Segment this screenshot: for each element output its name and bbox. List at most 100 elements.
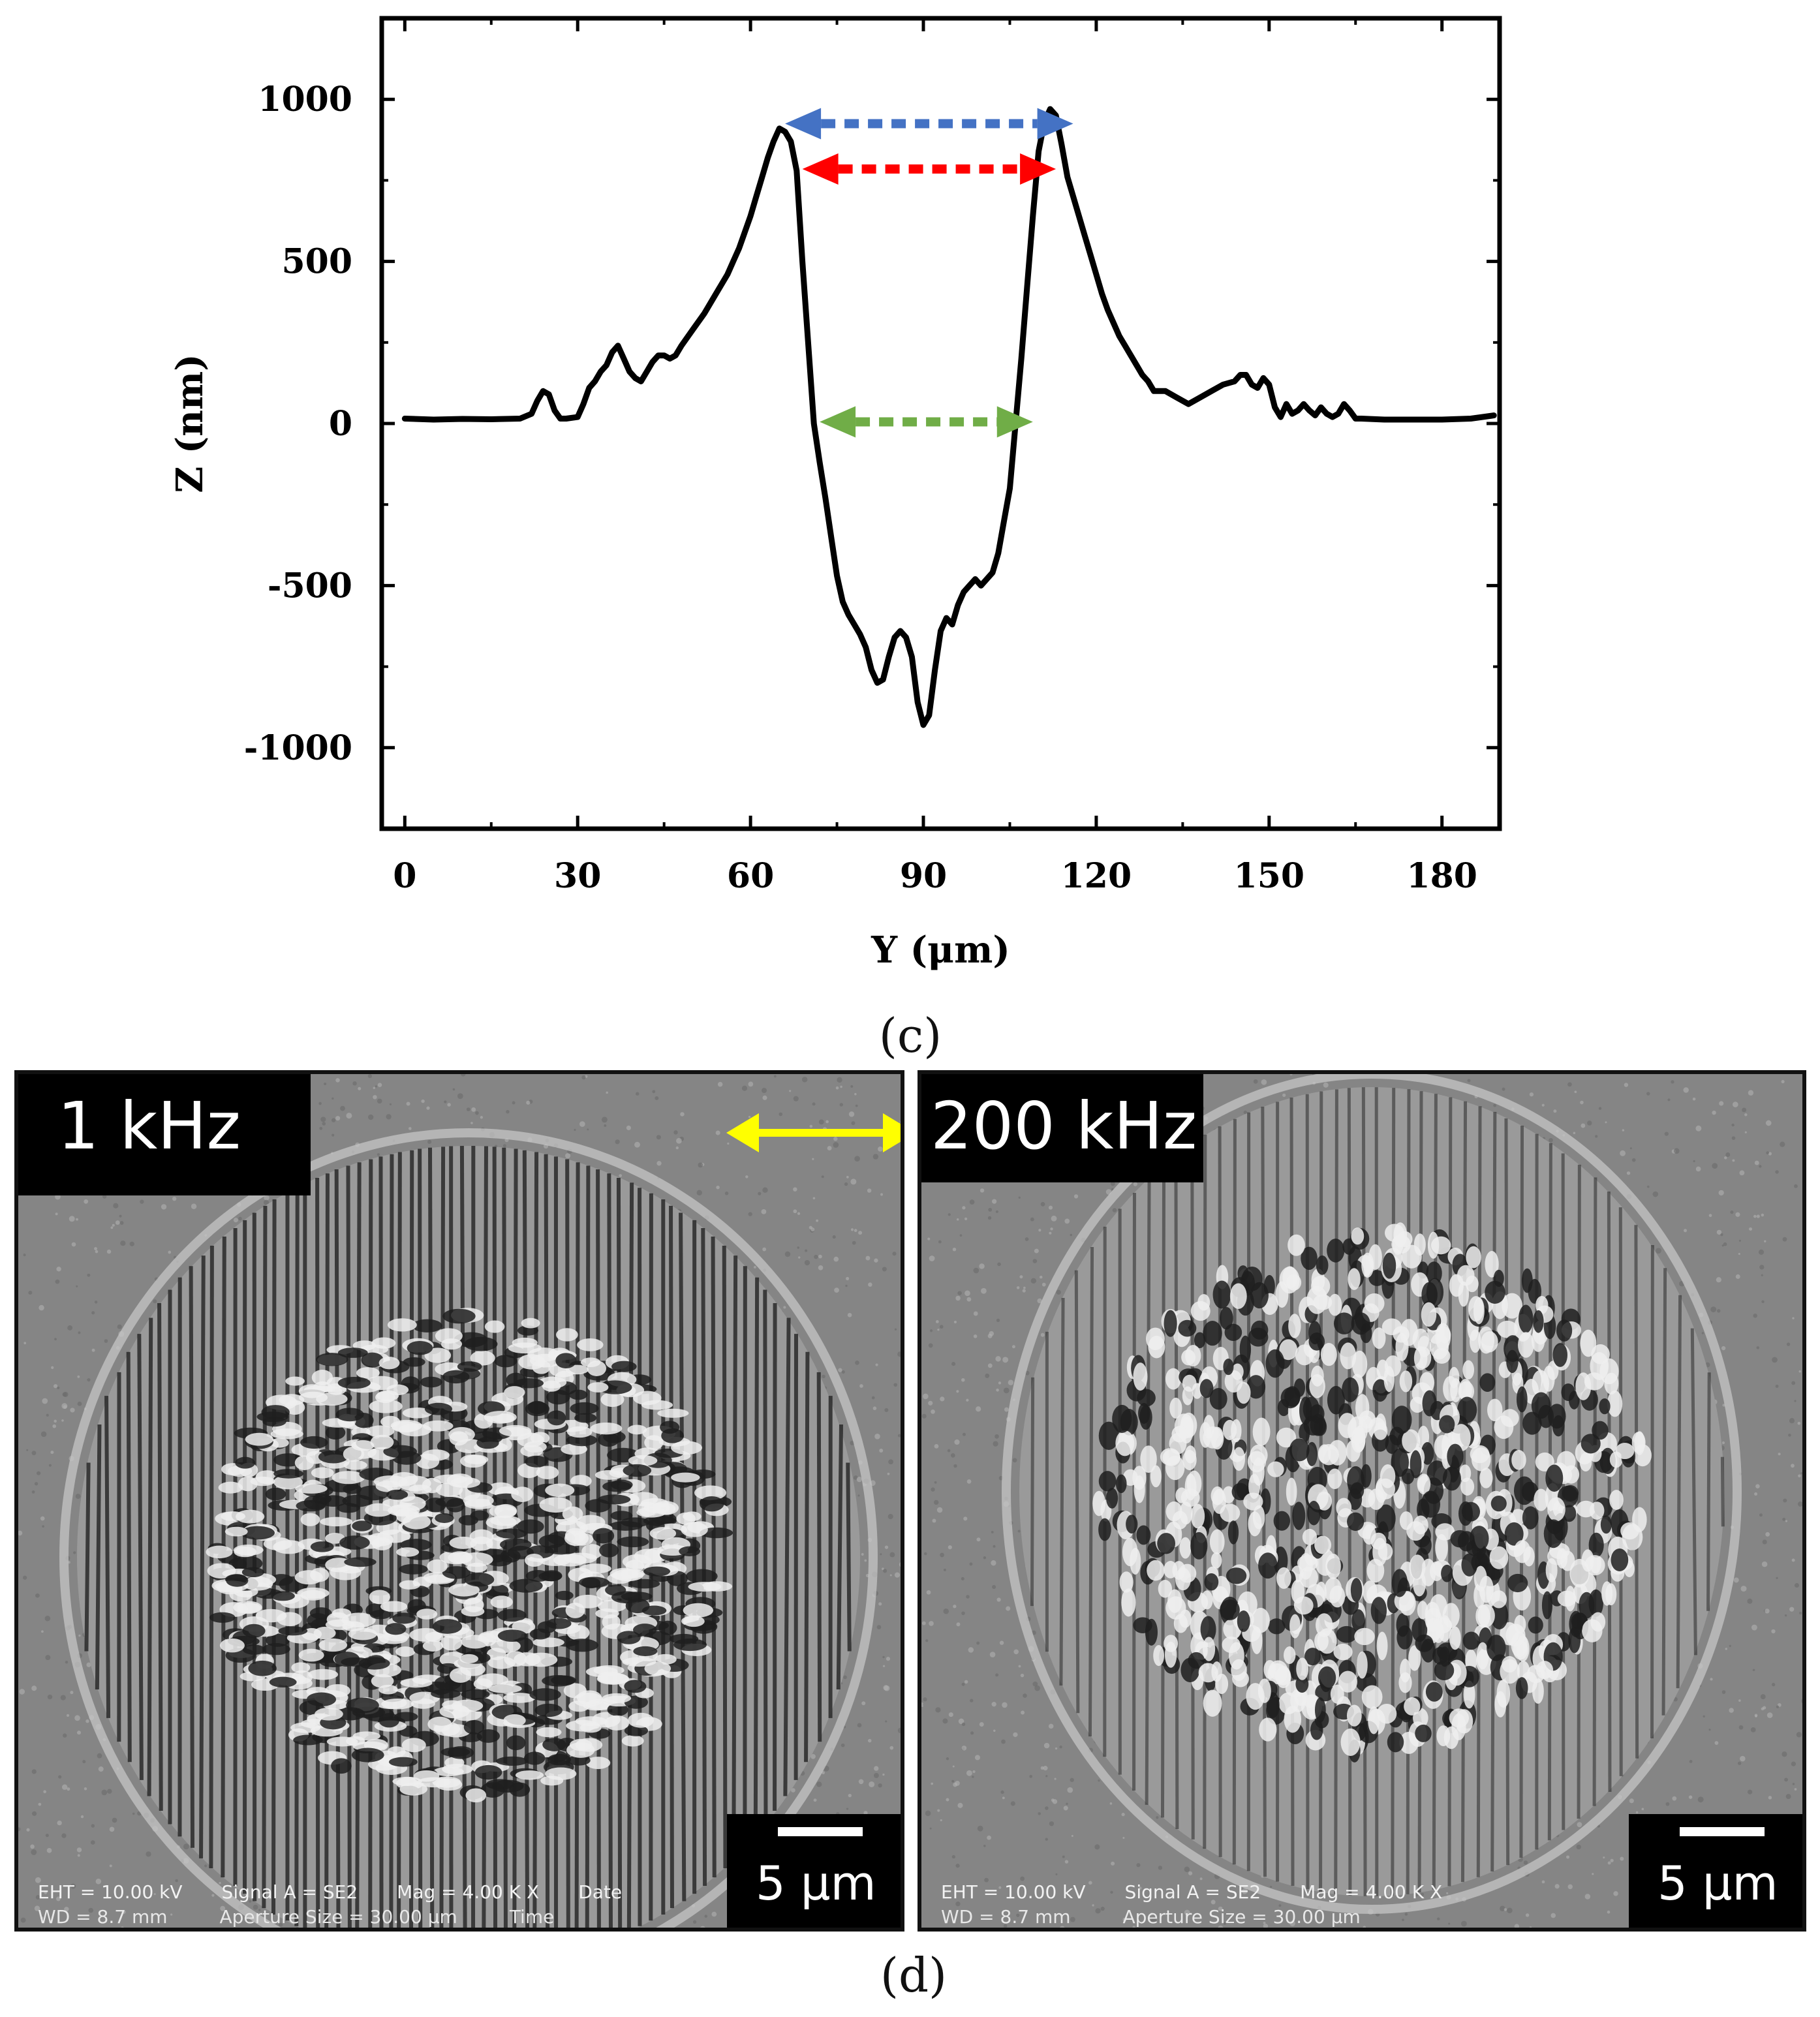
surface-feature [1449,1626,1461,1650]
grain [1738,1239,1741,1242]
surface-feature [1532,1678,1544,1704]
grain [1549,1138,1553,1143]
grain [987,1216,992,1220]
grain [833,1137,838,1141]
grain [880,1553,882,1556]
grain [34,1482,39,1486]
surface-feature [1581,1549,1594,1572]
grain [1626,1171,1631,1175]
grain [358,1086,362,1090]
surface-feature [241,1567,264,1578]
surface-feature [461,1606,485,1617]
ripple [157,1303,163,1811]
surface-feature [487,1482,514,1496]
grain [962,1206,966,1210]
surface-feature [1115,1430,1135,1456]
grain [1003,1924,1008,1928]
grain [797,1246,799,1249]
grain [56,1267,61,1272]
grain [793,1209,797,1214]
grain [110,1226,114,1229]
surface-feature [570,1402,599,1415]
grain [35,1593,40,1598]
grain [942,1718,948,1724]
grain [961,1577,964,1580]
grain [1045,1775,1048,1778]
grain [964,1680,968,1684]
grain [1781,1080,1785,1084]
grain [991,1702,996,1707]
surface-feature [1485,1251,1499,1278]
grain [1184,1909,1190,1916]
ripple [378,1156,384,1928]
grain [959,1234,963,1237]
grain [869,1781,875,1787]
surface-feature [1133,1617,1152,1633]
grain [953,1464,957,1468]
grain [587,1128,589,1131]
grain [1070,1233,1073,1237]
grain [835,1086,839,1090]
sem-image-1khz [18,1074,901,1928]
ripple [804,1351,810,1763]
surface-feature [1413,1346,1428,1370]
grain [995,1434,999,1439]
grain [961,1682,965,1686]
surface-feature [378,1357,400,1370]
surface-feature [432,1619,463,1634]
grain [31,1490,35,1494]
surface-feature [308,1669,339,1680]
surface-feature [1280,1387,1301,1409]
grain [50,1451,54,1455]
grain [857,1494,860,1497]
grain [1060,1926,1065,1928]
surface-feature [1340,1728,1361,1757]
surface-feature [402,1408,433,1419]
surface-feature [1370,1597,1387,1624]
surface-feature [461,1635,489,1649]
grain [18,1827,21,1832]
grain [39,1304,44,1311]
grain [1761,1213,1765,1217]
surface-feature [621,1734,644,1747]
grain [955,1902,961,1907]
surface-feature [503,1714,526,1727]
grain [1717,1309,1721,1313]
grain [1218,1906,1223,1911]
surface-feature [326,1612,349,1627]
surface-feature [381,1698,414,1710]
surface-feature [1307,1500,1321,1526]
grain [1003,1387,1010,1394]
grain [1363,1926,1366,1928]
surface-feature [1604,1372,1619,1394]
surface-feature [517,1432,544,1448]
surface-feature [1276,1666,1291,1689]
grain [966,1770,972,1776]
surface-feature [1179,1537,1192,1559]
grain [1721,1690,1726,1694]
ripple [1706,1372,1711,1611]
grain [1605,1121,1607,1124]
grain [1695,1125,1702,1132]
width-arrow-head-right [1020,153,1057,185]
grain [506,1110,510,1114]
surface-feature [269,1574,294,1586]
grain [1073,1194,1079,1199]
surface-feature [1487,1398,1503,1422]
surface-feature [590,1422,623,1435]
grain [943,1608,949,1614]
x-tick-label: 60 [727,856,774,896]
grain [933,1500,939,1505]
surface-feature [624,1725,649,1736]
surface-feature [1203,1637,1216,1661]
grain [991,1560,996,1566]
surface-feature [1368,1706,1380,1734]
surface-feature [226,1574,249,1587]
grain [77,1375,80,1378]
grain [1048,1205,1053,1210]
ripple [1607,1191,1612,1793]
grain [964,1290,970,1297]
grain [238,1216,242,1221]
surface-feature [320,1517,353,1527]
